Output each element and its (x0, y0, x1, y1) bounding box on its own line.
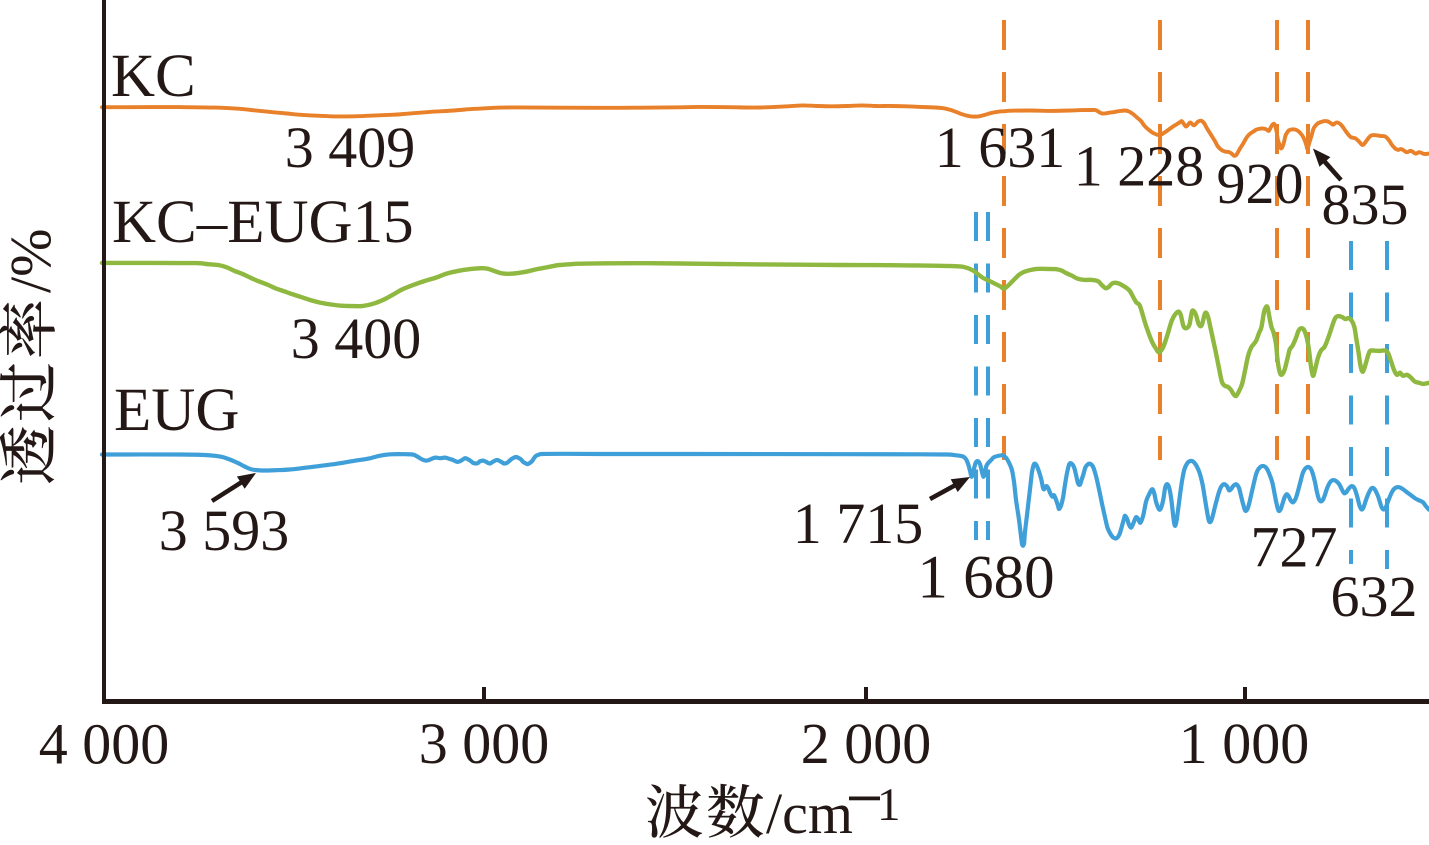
svg-text:3 409: 3 409 (285, 115, 416, 180)
svg-text:1 228: 1 228 (1074, 134, 1205, 199)
svg-text:632: 632 (1331, 564, 1418, 629)
svg-text:3 400: 3 400 (291, 306, 422, 371)
svg-text:4 000: 4 000 (39, 712, 170, 777)
svg-text:2 000: 2 000 (801, 711, 932, 776)
svg-text:835: 835 (1322, 172, 1409, 237)
svg-text:3 000: 3 000 (419, 711, 550, 776)
svg-text:727: 727 (1251, 515, 1338, 580)
svg-text:920: 920 (1217, 151, 1304, 216)
svg-text:/%: /% (0, 229, 63, 293)
svg-text:KC–EUG15: KC–EUG15 (112, 189, 414, 256)
svg-text:1 680: 1 680 (917, 545, 1054, 612)
svg-text:1 715: 1 715 (793, 491, 924, 556)
svg-text:1 000: 1 000 (1179, 711, 1310, 776)
svg-text:3 593: 3 593 (159, 498, 290, 563)
svg-text:1 631: 1 631 (935, 115, 1066, 180)
svg-text:1: 1 (877, 779, 901, 831)
svg-text:/cm: /cm (766, 781, 853, 845)
svg-text:EUG: EUG (114, 377, 239, 444)
svg-text:KC: KC (111, 43, 196, 110)
